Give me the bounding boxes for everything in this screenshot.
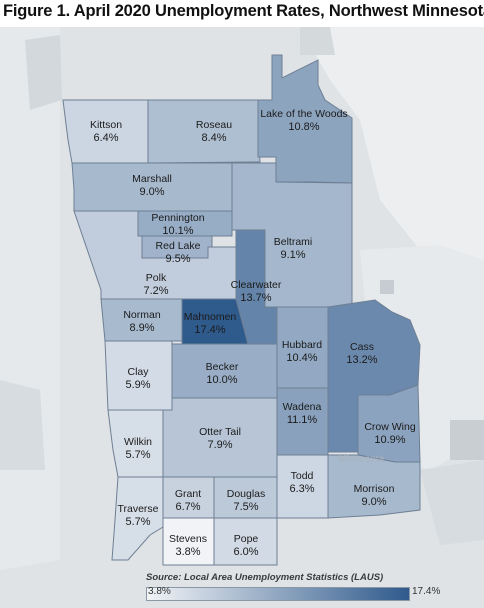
county-name-kittson: Kittson bbox=[90, 119, 122, 131]
county-rate-becker: 10.0% bbox=[206, 374, 237, 386]
county-name-lake-of-the-woods: Lake of the Woods bbox=[260, 108, 347, 120]
county-name-norman: Norman bbox=[123, 309, 161, 321]
county-name-stevens: Stevens bbox=[169, 533, 207, 545]
color-legend-bar bbox=[146, 587, 410, 601]
county-name-todd: Todd bbox=[291, 470, 314, 482]
county-rate-kittson: 6.4% bbox=[93, 132, 118, 144]
county-polk[interactable] bbox=[73, 210, 237, 300]
source-note: Source: Local Area Unemployment Statisti… bbox=[146, 572, 384, 583]
county-rate-marshall: 9.0% bbox=[139, 186, 164, 198]
county-rate-traverse: 5.7% bbox=[125, 516, 150, 528]
state-background-label: Minnesota bbox=[338, 454, 385, 465]
county-name-roseau: Roseau bbox=[196, 119, 232, 131]
county-name-morrison: Morrison bbox=[354, 483, 395, 495]
county-rate-beltrami: 9.1% bbox=[280, 249, 305, 261]
county-rate-douglas: 7.5% bbox=[233, 501, 258, 513]
county-name-cass: Cass bbox=[350, 341, 374, 353]
county-rate-norman: 8.9% bbox=[129, 322, 154, 334]
county-name-polk: Polk bbox=[146, 272, 167, 284]
legend-min-label: 3.8% bbox=[148, 586, 171, 597]
county-pope[interactable] bbox=[213, 517, 278, 566]
county-name-douglas: Douglas bbox=[227, 488, 266, 500]
county-name-becker: Becker bbox=[206, 361, 239, 373]
county-name-wilkin: Wilkin bbox=[124, 436, 152, 448]
county-name-otter-tail: Otter Tail bbox=[199, 426, 241, 438]
county-rate-wadena: 11.1% bbox=[287, 414, 318, 426]
county-shapes bbox=[62, 54, 421, 566]
county-rate-wilkin: 5.7% bbox=[125, 449, 150, 461]
county-morrison[interactable] bbox=[327, 454, 421, 519]
county-name-marshall: Marshall bbox=[132, 173, 172, 185]
county-name-traverse: Traverse bbox=[117, 503, 158, 515]
county-rate-todd: 6.3% bbox=[289, 483, 314, 495]
figure-title: Figure 1. April 2020 Unemployment Rates,… bbox=[3, 2, 484, 20]
county-name-mahnomen: Mahnomen bbox=[184, 311, 237, 323]
county-roseau[interactable] bbox=[147, 99, 261, 164]
county-rate-grant: 6.7% bbox=[175, 501, 200, 513]
county-rate-clearwater: 13.7% bbox=[240, 292, 271, 304]
county-name-grant: Grant bbox=[175, 488, 201, 500]
county-rate-red-lake: 9.5% bbox=[165, 253, 190, 265]
county-rate-lake-of-the-woods: 10.8% bbox=[288, 121, 319, 133]
county-rate-pennington: 10.1% bbox=[162, 225, 193, 237]
county-name-pope: Pope bbox=[234, 533, 259, 545]
county-name-red-lake: Red Lake bbox=[156, 240, 201, 252]
county-rate-crow-wing: 10.9% bbox=[374, 434, 405, 446]
county-rate-otter-tail: 7.9% bbox=[207, 439, 232, 451]
county-rate-polk: 7.2% bbox=[143, 285, 168, 297]
county-rate-morrison: 9.0% bbox=[361, 496, 386, 508]
county-traverse[interactable] bbox=[111, 476, 164, 561]
county-rate-pope: 6.0% bbox=[233, 546, 258, 558]
county-name-pennington: Pennington bbox=[151, 212, 204, 224]
choropleth-map: Minnesota Kittson 6.4% Roseau 8.4% Lake of t… bbox=[0, 27, 484, 608]
county-name-clay: Clay bbox=[127, 366, 149, 378]
county-name-beltrami: Beltrami bbox=[274, 236, 313, 248]
county-rate-stevens: 3.8% bbox=[175, 546, 200, 558]
county-name-clearwater: Clearwater bbox=[231, 279, 282, 291]
county-rate-cass: 13.2% bbox=[346, 354, 377, 366]
county-rate-roseau: 8.4% bbox=[201, 132, 226, 144]
county-rate-hubbard: 10.4% bbox=[286, 352, 317, 364]
county-rate-mahnomen: 17.4% bbox=[194, 324, 225, 336]
county-rate-clay: 5.9% bbox=[125, 379, 150, 391]
county-name-wadena: Wadena bbox=[283, 401, 322, 413]
legend-max-label: 17.4% bbox=[412, 586, 441, 597]
county-name-crow-wing: Crow Wing bbox=[364, 421, 416, 433]
county-name-hubbard: Hubbard bbox=[282, 339, 322, 351]
